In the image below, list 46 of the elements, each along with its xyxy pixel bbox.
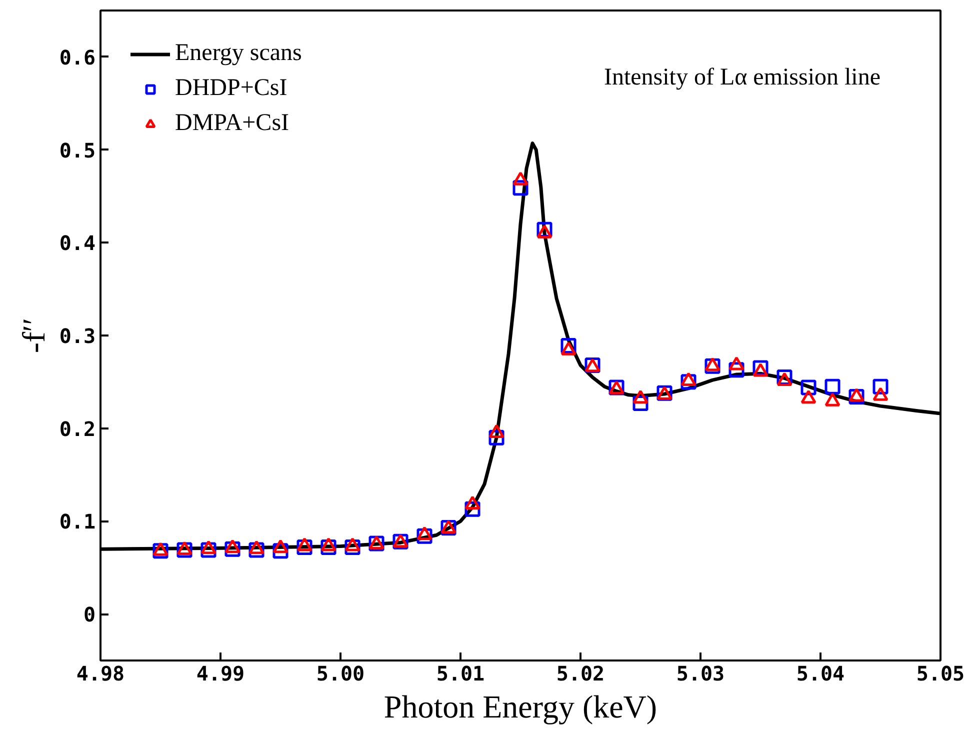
legend-label: DMPA+CsI <box>175 110 290 137</box>
legend-label: Energy scans <box>175 40 302 67</box>
x-tick-label: 5.03 <box>676 662 725 686</box>
point <box>728 356 744 370</box>
y-tick-label: 0.6 <box>59 45 96 70</box>
y-tick-label: 0.4 <box>59 231 96 256</box>
point <box>152 542 168 556</box>
x-tick-label: 5.01 <box>436 662 485 686</box>
point <box>536 224 552 238</box>
x-tick-label: 4.98 <box>76 662 125 686</box>
point <box>176 541 192 556</box>
y-axis-title: -f′′ <box>15 318 52 354</box>
point <box>560 342 576 356</box>
point <box>848 388 864 402</box>
point <box>872 387 888 401</box>
point <box>272 539 288 554</box>
x-tick-label: 5.05 <box>916 662 965 686</box>
x-tick-label: 5.00 <box>316 662 365 686</box>
y-tick-label: 0.3 <box>59 324 96 348</box>
point <box>800 380 816 396</box>
x-tick-label: 5.02 <box>556 662 605 686</box>
point <box>464 496 480 510</box>
point <box>224 539 240 554</box>
point <box>248 540 264 554</box>
legend-label: DHDP+CsI <box>175 75 288 102</box>
point <box>296 538 312 552</box>
x-tick-label: 5.04 <box>796 662 845 686</box>
point <box>800 390 816 404</box>
point <box>680 372 696 386</box>
point <box>488 424 504 438</box>
y-tick-label: 0.1 <box>59 510 96 534</box>
point <box>320 538 336 552</box>
annotation: Intensity of Lα emission line <box>604 64 881 90</box>
point <box>512 172 528 186</box>
point <box>824 378 840 394</box>
y-tick-label: 0.5 <box>59 138 96 162</box>
x-axis-title: Photon Energy (keV) <box>384 688 658 724</box>
point <box>704 357 720 372</box>
point <box>632 390 648 404</box>
point <box>824 392 840 406</box>
y-tick-label: 0 <box>83 602 96 627</box>
y-tick-label: 0.2 <box>59 416 96 441</box>
point <box>344 538 360 552</box>
point <box>416 526 432 540</box>
point <box>200 540 216 554</box>
x-tick-label: 4.99 <box>196 662 245 686</box>
